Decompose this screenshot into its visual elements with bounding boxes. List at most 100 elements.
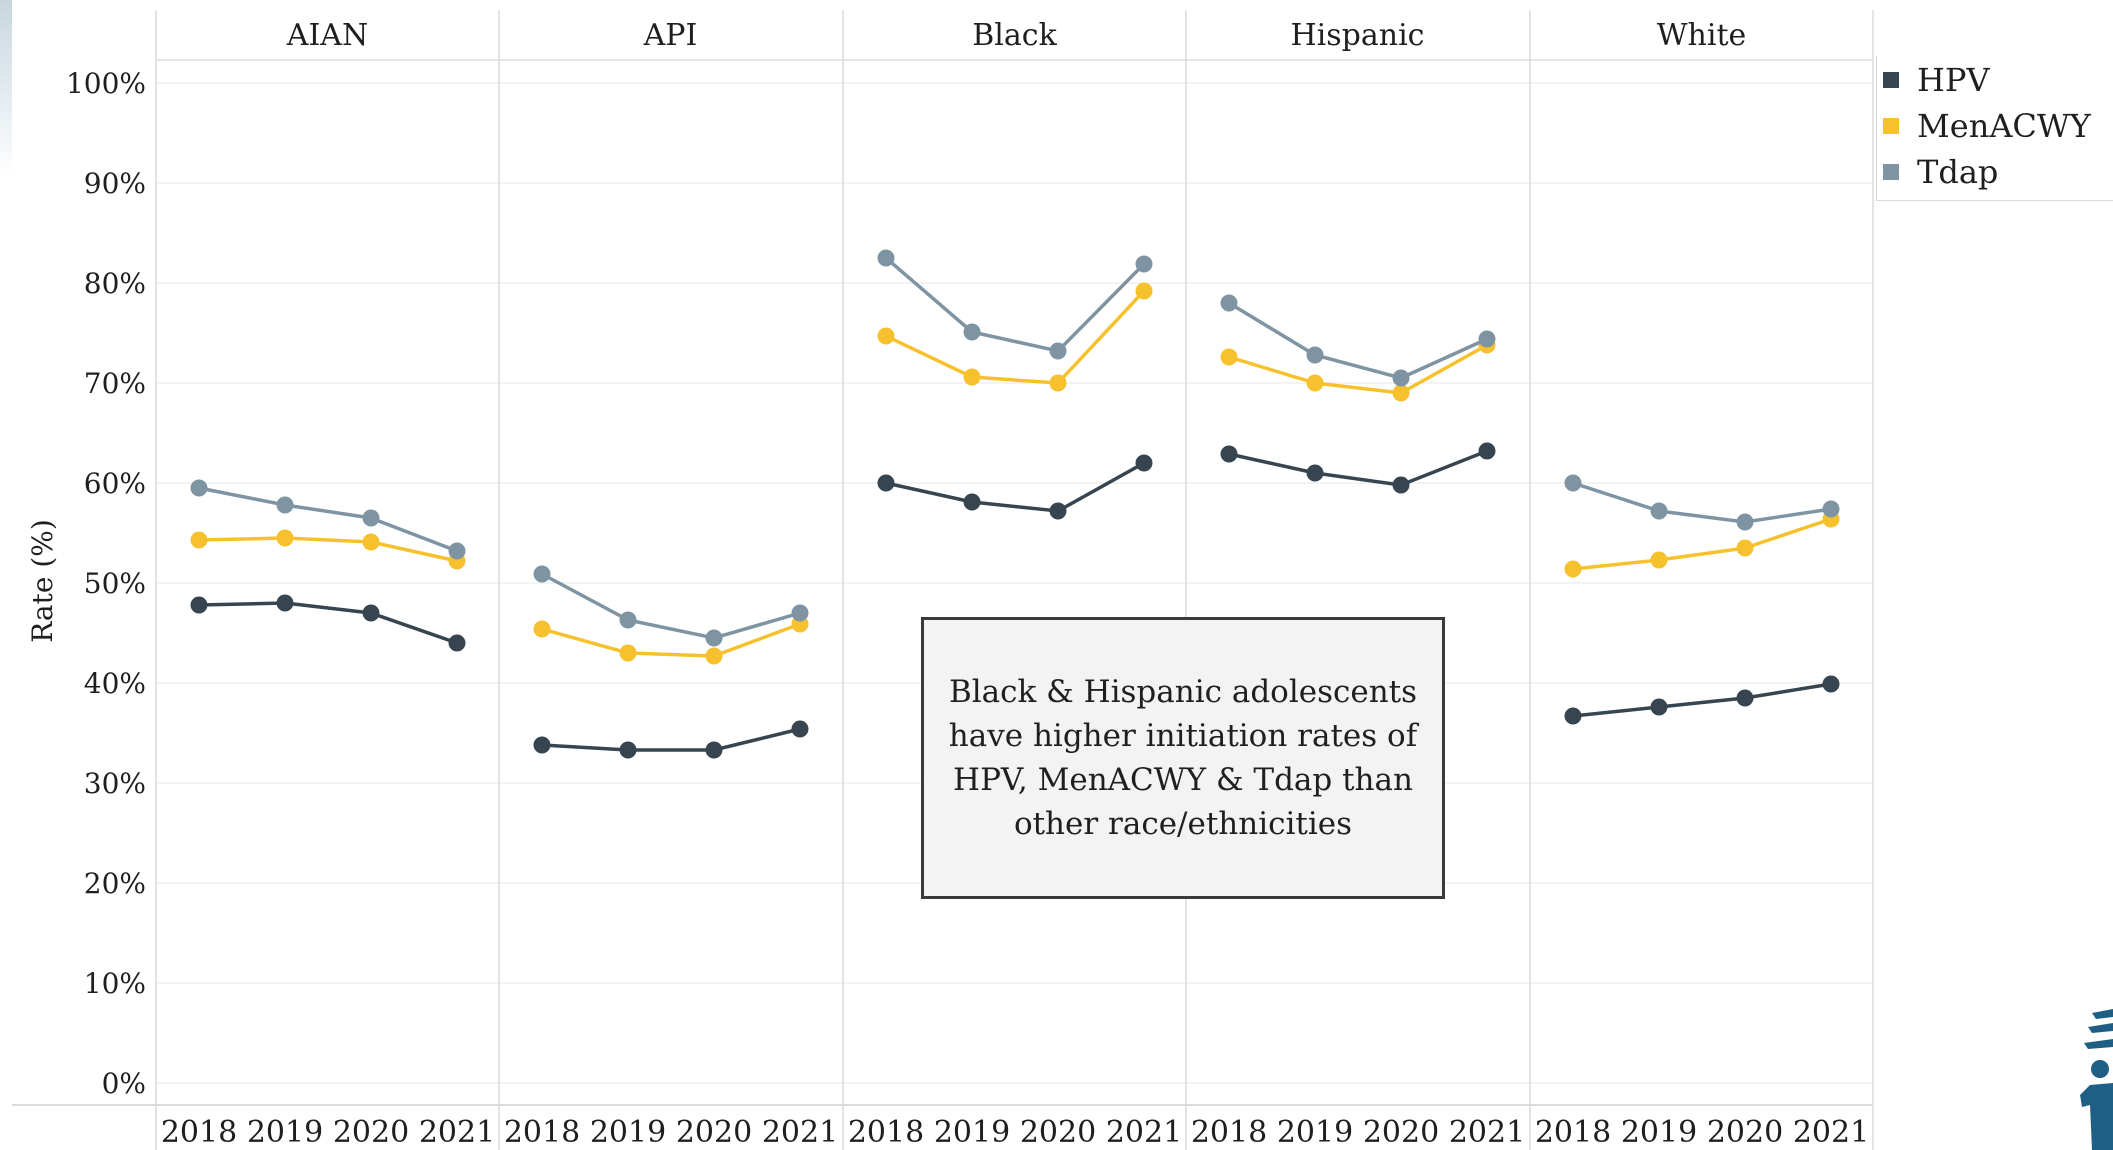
- panel-title-white: White: [1657, 18, 1747, 53]
- x-tick-label: 2021: [419, 1115, 495, 1150]
- data-point[interactable]: [705, 741, 723, 759]
- annotation-box: Black & Hispanic adolescents have higher…: [921, 617, 1445, 899]
- data-point[interactable]: [1049, 502, 1067, 520]
- data-point[interactable]: [1306, 346, 1324, 364]
- x-tick-label: 2019: [590, 1115, 666, 1150]
- data-point[interactable]: [1736, 539, 1754, 557]
- data-point[interactable]: [619, 611, 637, 629]
- panel-title-aian: AIAN: [286, 18, 368, 53]
- series-hispanic-hpv: [1220, 442, 1496, 494]
- data-point[interactable]: [533, 620, 551, 638]
- data-point[interactable]: [877, 249, 895, 267]
- data-point[interactable]: [1564, 707, 1582, 725]
- y-axis-ticks: 0% 10% 20% 30% 40% 50% 60% 70% 80% 90% 100%: [66, 67, 146, 1100]
- data-point[interactable]: [1220, 348, 1238, 366]
- data-point[interactable]: [1650, 551, 1668, 569]
- data-point[interactable]: [362, 604, 380, 622]
- data-point[interactable]: [791, 720, 809, 738]
- x-tick-label: 2020: [1020, 1115, 1096, 1150]
- data-point[interactable]: [619, 741, 637, 759]
- data-point[interactable]: [1564, 474, 1582, 492]
- x-tick-label: 2018: [1191, 1115, 1267, 1150]
- x-tick-label: 2020: [676, 1115, 752, 1150]
- x-tick-label: 2019: [1277, 1115, 1353, 1150]
- x-tick-label: 2020: [1363, 1115, 1439, 1150]
- data-point[interactable]: [276, 496, 294, 514]
- data-point[interactable]: [190, 479, 208, 497]
- series-aian-tdap: [190, 479, 466, 560]
- data-point[interactable]: [1736, 689, 1754, 707]
- series-line: [885, 289, 1146, 385]
- panel-title-black: Black: [972, 18, 1057, 53]
- data-point[interactable]: [1822, 500, 1840, 518]
- data-point[interactable]: [276, 529, 294, 547]
- series-black-menacwy: [877, 282, 1153, 392]
- data-point[interactable]: [190, 596, 208, 614]
- y-tick-label: 0%: [102, 1067, 146, 1100]
- series-line: [541, 572, 801, 640]
- data-point[interactable]: [533, 565, 551, 583]
- legend-item-menacwy[interactable]: MenACWY: [1883, 106, 2091, 146]
- data-point[interactable]: [1049, 342, 1067, 360]
- data-point[interactable]: [1478, 330, 1496, 348]
- series-line: [1572, 682, 1832, 718]
- series-line: [1228, 343, 1488, 395]
- data-point[interactable]: [1392, 476, 1410, 494]
- data-point[interactable]: [791, 604, 809, 622]
- legend-swatch-tdap: [1883, 164, 1899, 180]
- data-point[interactable]: [1392, 384, 1410, 402]
- data-point[interactable]: [963, 493, 981, 511]
- series-white-hpv: [1564, 675, 1840, 725]
- data-point[interactable]: [1564, 560, 1582, 578]
- data-point[interactable]: [877, 474, 895, 492]
- data-point[interactable]: [963, 368, 981, 386]
- data-point[interactable]: [448, 542, 466, 560]
- data-point[interactable]: [448, 634, 466, 652]
- data-point[interactable]: [1220, 294, 1238, 312]
- data-point[interactable]: [362, 509, 380, 527]
- legend-item-tdap[interactable]: Tdap: [1883, 152, 1998, 192]
- y-tick-label: 60%: [84, 467, 146, 500]
- data-point[interactable]: [1736, 513, 1754, 531]
- data-point[interactable]: [619, 644, 637, 662]
- data-point[interactable]: [705, 629, 723, 647]
- data-point[interactable]: [1135, 454, 1153, 472]
- data-point[interactable]: [1135, 282, 1153, 300]
- legend-label-hpv: HPV: [1917, 61, 1990, 99]
- data-point[interactable]: [1306, 464, 1324, 482]
- data-point[interactable]: [190, 531, 208, 549]
- series-layer: [190, 249, 1840, 759]
- x-tick-label: 2018: [161, 1115, 237, 1150]
- x-tick-label: 2019: [1621, 1115, 1697, 1150]
- data-point[interactable]: [705, 647, 723, 665]
- data-point[interactable]: [276, 594, 294, 612]
- series-line: [198, 486, 458, 553]
- data-point[interactable]: [1049, 374, 1067, 392]
- series-line: [198, 601, 458, 645]
- data-point[interactable]: [1478, 442, 1496, 460]
- data-point[interactable]: [1220, 445, 1238, 463]
- series-line: [198, 536, 458, 563]
- data-point[interactable]: [877, 327, 895, 345]
- x-tick-label: 2021: [1793, 1115, 1869, 1150]
- x-tick-label: 2018: [848, 1115, 924, 1150]
- x-tick-label: 2021: [1106, 1115, 1182, 1150]
- data-point[interactable]: [1135, 255, 1153, 273]
- x-tick-label: 2020: [1707, 1115, 1783, 1150]
- data-point[interactable]: [963, 323, 981, 341]
- data-point[interactable]: [1650, 698, 1668, 716]
- data-point[interactable]: [362, 533, 380, 551]
- legend-swatch-menacwy: [1883, 118, 1899, 134]
- legend-item-hpv[interactable]: HPV: [1883, 60, 1990, 100]
- data-point[interactable]: [533, 736, 551, 754]
- data-point[interactable]: [1650, 502, 1668, 520]
- y-tick-label: 10%: [84, 967, 146, 1000]
- legend-label-tdap: Tdap: [1917, 153, 1999, 191]
- data-point[interactable]: [1306, 374, 1324, 392]
- series-api-tdap: [533, 565, 809, 647]
- data-point[interactable]: [1822, 675, 1840, 693]
- x-tick-label: 2019: [247, 1115, 323, 1150]
- x-tick-label: 2019: [934, 1115, 1010, 1150]
- y-tick-label: 100%: [66, 67, 146, 100]
- data-point[interactable]: [1392, 369, 1410, 387]
